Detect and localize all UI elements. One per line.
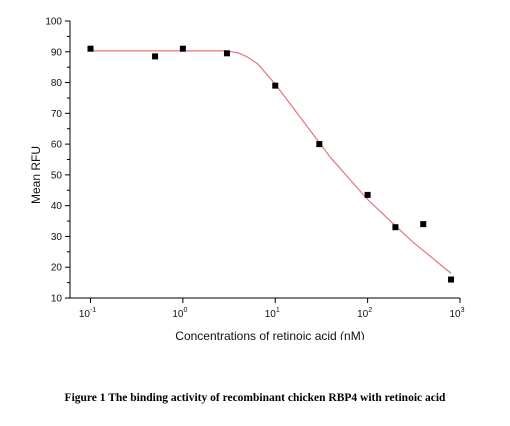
x-tick-label: 10-1 — [79, 307, 96, 320]
data-point — [179, 45, 186, 52]
data-point — [152, 53, 159, 60]
y-tick-label: 70 — [51, 109, 63, 120]
y-tick-label: 30 — [51, 232, 63, 243]
data-point — [392, 224, 399, 231]
y-axis-title: Mean RFU — [29, 146, 43, 204]
data-point — [420, 221, 427, 228]
y-tick-label: 80 — [51, 78, 63, 89]
y-tick-label: 10 — [51, 294, 63, 305]
x-tick-label: 103 — [449, 307, 464, 320]
y-tick-label: 20 — [51, 263, 63, 274]
data-point — [448, 276, 455, 283]
data-point — [87, 45, 94, 52]
fit-curve-layer — [90, 50, 452, 274]
data-points-layer — [87, 45, 455, 283]
data-point — [364, 191, 371, 198]
y-tick-label: 60 — [51, 140, 63, 151]
ticks-layer: 10 20 30 40 50 60 70 80 90 100 10-1 100 101 102 103 — [45, 17, 464, 321]
fit-curve-line — [90, 50, 452, 274]
x-tick-label: 100 — [172, 307, 187, 320]
y-tick-label: 90 — [51, 47, 63, 58]
x-tick-label: 101 — [265, 307, 280, 320]
data-point — [316, 141, 323, 148]
y-tick-label: 40 — [51, 201, 63, 212]
data-point — [272, 82, 279, 89]
axes-layer — [69, 21, 460, 299]
figure-caption: Figure 1 The binding activity of recombi… — [64, 392, 446, 404]
chart-plot: 10 20 30 40 50 60 70 80 90 100 10-1 100 101 102 103 Co… — [29, 17, 465, 341]
y-tick-label: 100 — [45, 17, 62, 28]
y-tick-label: 50 — [51, 170, 63, 181]
x-tick-label: 102 — [357, 307, 372, 320]
x-axis-title: Concentrations of retinoic acid (nM) — [175, 329, 364, 340]
data-point — [223, 50, 230, 57]
